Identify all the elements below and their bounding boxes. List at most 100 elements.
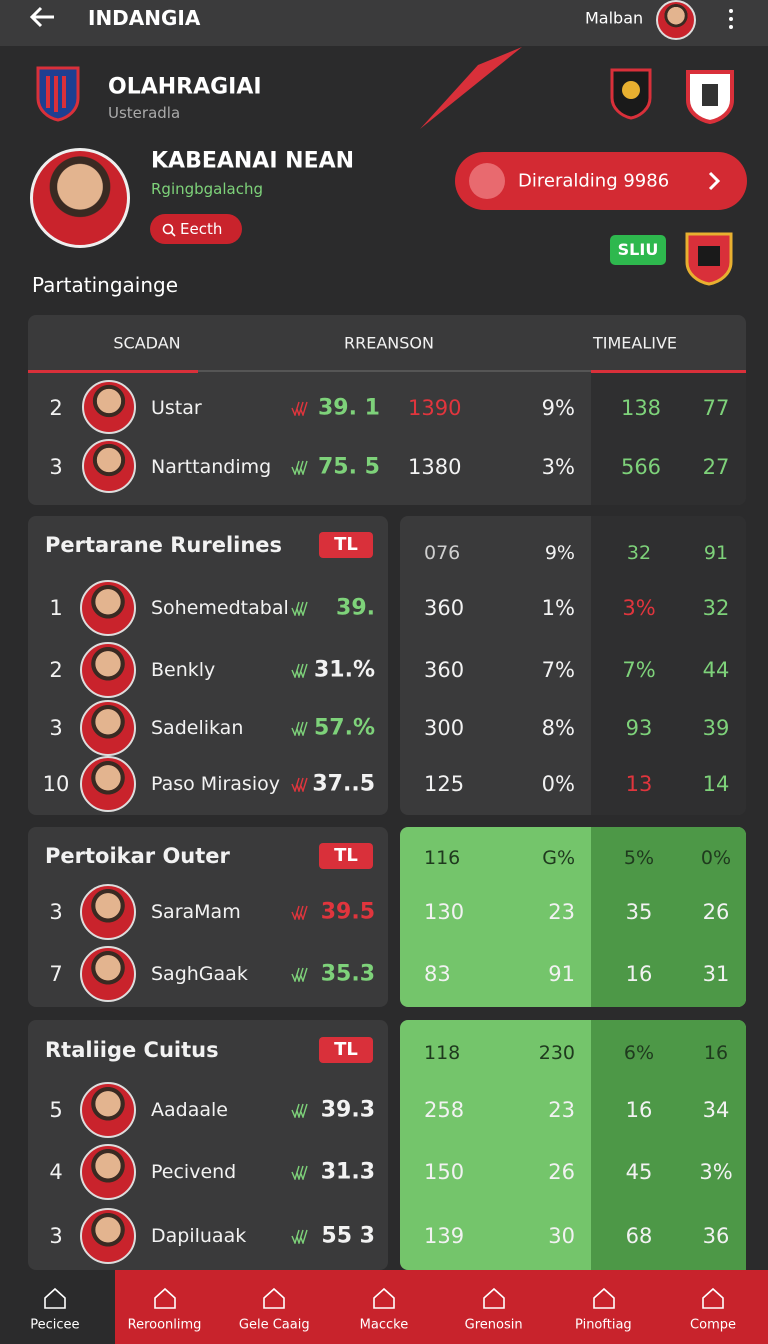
trend-icon — [291, 905, 308, 920]
player-avatar — [80, 946, 136, 1002]
rank: 4 — [49, 1160, 63, 1184]
nav-label: Reroonlimg — [127, 1317, 202, 1333]
nav-label: Grenosin — [464, 1317, 523, 1333]
stat: 39 — [702, 716, 730, 740]
player-avatar — [80, 1208, 136, 1264]
action-button[interactable]: Direralding 9986 — [455, 152, 747, 210]
stat: 9% — [541, 396, 575, 420]
menu-button[interactable] — [726, 8, 736, 30]
stat: 1% — [541, 596, 575, 620]
crest-3 — [686, 70, 734, 125]
stats-shade — [591, 827, 746, 1007]
club-subtitle: Usteradla — [108, 104, 181, 122]
summary-stat: 5% — [623, 847, 655, 869]
club-crest — [36, 66, 80, 122]
stat: 130 — [424, 900, 465, 924]
nav-item[interactable]: Maccke — [329, 1270, 439, 1344]
summary-stat: 16 — [703, 1042, 729, 1064]
column-header: SCADAN — [113, 333, 181, 353]
stat: 1390 — [408, 396, 462, 420]
stat: 23 — [548, 900, 575, 924]
summary-stat: 116 — [424, 847, 461, 869]
stat: 1380 — [408, 455, 462, 479]
score: 39.5 — [320, 899, 375, 925]
stat: 91 — [548, 962, 575, 986]
nav-item[interactable]: Grenosin — [439, 1270, 549, 1344]
group-title: Pertoikar Outer — [45, 844, 230, 868]
stat: 35 — [625, 900, 653, 924]
score: 35.3 — [320, 961, 375, 987]
profile-name: KABEANAI NEAN — [151, 148, 355, 174]
group-tag: TL — [319, 532, 373, 558]
nav-label: Pecicee — [30, 1317, 80, 1333]
nav-item[interactable]: Compe — [658, 1270, 768, 1344]
stat: 44 — [702, 658, 730, 682]
score: 75. 5 — [318, 454, 380, 480]
top-bar — [0, 0, 768, 46]
stat: 77 — [702, 396, 730, 420]
rank: 5 — [49, 1098, 63, 1122]
summary-stat: 0% — [700, 847, 732, 869]
summary-stat: 230 — [538, 1042, 575, 1064]
stat: 300 — [424, 716, 465, 740]
search-icon — [162, 223, 176, 237]
rank: 7 — [49, 962, 63, 986]
stat: 566 — [620, 455, 662, 479]
stat: 36 — [702, 1224, 730, 1248]
stat: 3% — [699, 1160, 733, 1184]
player-name: Dapiluaak — [151, 1225, 247, 1247]
back-button[interactable] — [28, 5, 56, 29]
stat: 138 — [620, 396, 662, 420]
stat: 23 — [548, 1098, 575, 1122]
player-name: SaghGaak — [151, 963, 248, 985]
stat: 27 — [702, 455, 730, 479]
stat: 0% — [541, 772, 575, 796]
player-avatar — [82, 439, 136, 493]
summary-stat: G% — [542, 847, 575, 869]
action-label: Direralding 9986 — [518, 170, 670, 192]
summary-stat: 076 — [424, 542, 461, 564]
user-avatar[interactable] — [656, 0, 696, 40]
column-header: RREANSON — [344, 333, 434, 353]
group-tag: TL — [319, 843, 373, 869]
player-avatar — [80, 580, 136, 636]
player-avatar — [80, 884, 136, 940]
player-name: Sadelikan — [151, 717, 244, 739]
stat: 150 — [424, 1160, 465, 1184]
stat: 7% — [622, 658, 656, 682]
group-title: Rtaliige Cuitus — [45, 1038, 219, 1062]
trend-icon — [291, 601, 308, 616]
rank: 10 — [42, 772, 70, 796]
nav-item[interactable]: Gele Caaig — [219, 1270, 329, 1344]
rank: 3 — [49, 455, 63, 479]
stat: 26 — [548, 1160, 575, 1184]
summary-stat: 32 — [626, 542, 652, 564]
stat: 139 — [424, 1224, 465, 1248]
trend-icon — [291, 1103, 308, 1118]
stat: 32 — [702, 596, 730, 620]
trend-icon — [291, 401, 308, 416]
nav-item[interactable]: Pecicee — [0, 1270, 110, 1344]
decor-slash — [420, 47, 522, 129]
stat: 31 — [702, 962, 730, 986]
stat: 13 — [625, 772, 653, 796]
crest-4 — [685, 232, 733, 286]
summary-stat: 118 — [424, 1042, 461, 1064]
trend-icon — [291, 663, 308, 678]
player-name: Ustar — [151, 397, 202, 419]
group-title: Pertarane Rurelines — [45, 533, 283, 557]
rank: 1 — [49, 596, 63, 620]
section-label: Partatingainge — [32, 273, 178, 297]
nav-item[interactable]: Pinoftiag — [549, 1270, 659, 1344]
player-avatar — [82, 380, 136, 434]
stat: 68 — [625, 1224, 653, 1248]
search-button[interactable]: Eecth — [150, 214, 242, 244]
score: 39.3 — [320, 1097, 375, 1123]
nav-item[interactable]: Reroonlimg — [110, 1270, 220, 1344]
trend-icon — [291, 1229, 308, 1244]
trend-icon — [291, 721, 308, 736]
player-avatar — [80, 642, 136, 698]
trend-icon — [291, 1165, 308, 1180]
rank: 2 — [49, 396, 63, 420]
